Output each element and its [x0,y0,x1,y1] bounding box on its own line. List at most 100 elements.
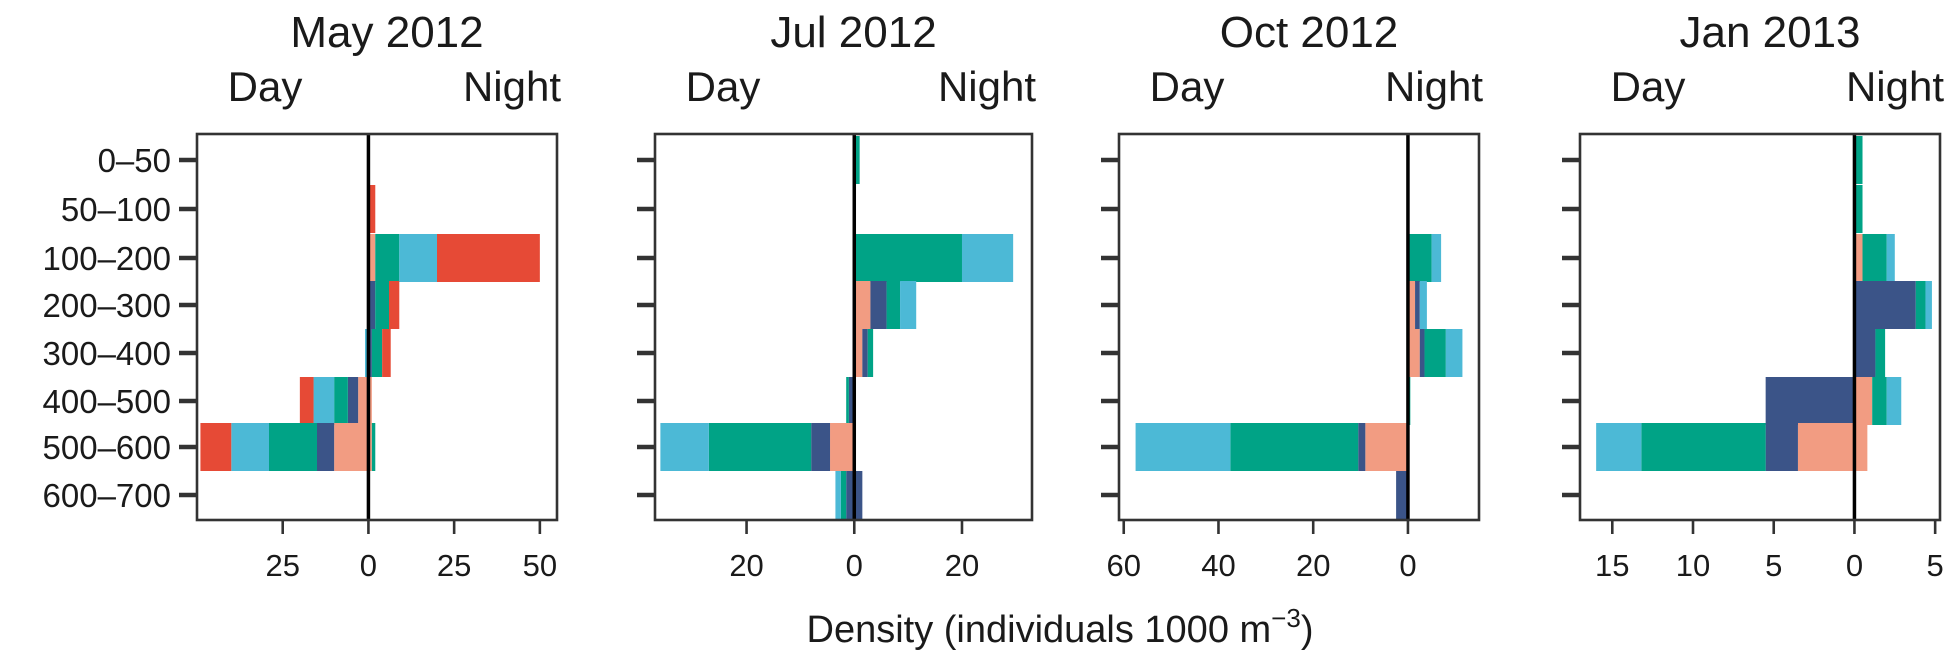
plot-frame [653,132,1034,522]
night-bar-200–300-teal [1915,281,1926,329]
night-bar-600–700-navy [854,471,863,519]
night-bar-100–200-cyan [399,234,437,282]
night-bar-100–200-salmon [1854,234,1863,282]
night-bar-50–100-red [368,185,376,233]
day-bar-500–600-red [200,423,232,471]
x-tick-label: 5 [1765,548,1782,583]
night-bar-100–200-red [437,234,540,282]
x-tick-label: 20 [729,548,763,583]
day-bar-500–600-teal [1641,423,1766,471]
day-bar-600–700-navy [1396,471,1408,519]
night-bar-0–50-teal [854,136,860,184]
night-bar-200–300-navy [368,281,376,329]
depth-label: 0–50 [98,142,171,179]
day-bar-400–500-teal [334,377,348,425]
day-label: Day [228,63,303,110]
night-bar-100–200-teal [854,234,962,282]
x-tick-label: 0 [1399,548,1416,583]
depth-label: 600–700 [43,477,171,514]
night-bar-100–200-teal [1862,234,1887,282]
night-bar-500–600-teal [371,423,376,471]
day-bar-500–600-salmon [1797,423,1855,471]
night-bar-400–500-salmon [1854,377,1873,425]
x-axis-label-close: ) [1301,609,1314,651]
night-bar-300–400-teal [371,329,383,377]
x-axis-label: Density (individuals 1000 m−3) [807,603,1314,651]
night-bar-300–400-teal [1875,329,1886,377]
day-bar-500–600-salmon [830,423,855,471]
day-bar-500–600-salmon [1365,423,1408,471]
day-bar-400–500-navy [1765,377,1855,425]
day-bar-400–500-red [299,377,314,425]
plot-frame [195,132,559,522]
night-bar-100–200-teal [375,234,400,282]
night-bar-100–200-teal [1407,234,1432,282]
night-bar-500–600-salmon [1854,423,1868,471]
day-bar-400–500-navy [347,377,359,425]
night-bar-300–400-teal [867,329,874,377]
plot-frame [1117,132,1481,522]
x-tick-label: 60 [1106,548,1140,583]
x-tick-label: 15 [1595,548,1629,583]
night-bar-200–300-red [389,281,400,329]
day-bar-600–700-navy [846,471,855,519]
night-bar-50–100-teal [1854,185,1863,233]
day-bar-400–500-navy [848,377,855,425]
night-bar-100–200-cyan [1431,234,1442,282]
day-bar-600–700-teal [840,471,847,519]
night-bar-200–300-navy [870,281,887,329]
night-bar-400–500-teal [1872,377,1887,425]
night-bar-300–400-navy [862,329,868,377]
panel-title: Jan 2013 [1679,8,1860,57]
panel-title: May 2012 [290,8,483,57]
panel-2: Oct 2012 Day Night 60 40 20 0 [1101,8,1483,583]
night-bar-300–400-salmon [1407,329,1420,377]
day-bar-500–600-cyan [1596,423,1642,471]
day-bar-600–700-cyan [835,471,841,519]
day-bar-500–600-teal [1230,423,1359,471]
night-bar-100–200-cyan [1886,234,1895,282]
x-tick-label: 50 [523,548,557,583]
day-bar-500–600-salmon [334,423,369,471]
day-bar-400–500-salmon [358,377,369,425]
day-bar-500–600-cyan [660,423,709,471]
night-bar-300–400-navy [1419,329,1425,377]
night-bar-100–200-salmon [368,234,376,282]
panel-0: May 2012 Day Night 0–50 50–100 100–200 200–300… [43,8,562,583]
depth-label: 400–500 [43,383,171,420]
night-bar-400–500-cyan [1886,377,1902,425]
day-bar-500–600-navy [811,423,831,471]
depth-label: 500–600 [43,429,171,466]
day-bar-500–600-teal [269,423,317,471]
depth-label: 100–200 [43,240,171,277]
panels: May 2012 Day Night 0–50 50–100 100–200 200–300… [43,8,1944,583]
day-bar-400–500-cyan [313,377,335,425]
x-tick-label: 20 [945,548,979,583]
x-tick-label: 0 [846,548,863,583]
night-bar-300–400-red [382,329,391,377]
depth-label: 200–300 [43,287,171,324]
night-bar-300–400-teal [1424,329,1446,377]
night-bar-300–400-salmon [854,329,863,377]
x-tick-label: 5 [1927,548,1944,583]
day-label: Day [1150,63,1225,110]
night-label: Night [1385,63,1483,110]
panel-title: Jul 2012 [770,8,936,57]
night-bar-300–400-navy [1854,329,1876,377]
day-label: Day [686,63,761,110]
night-bar-300–400-cyan [1445,329,1463,377]
panel-3: Jan 2013 Day Night 15 10 5 0 5 [1562,8,1944,583]
x-tick-label: 10 [1676,548,1710,583]
night-bar-200–300-teal [886,281,901,329]
night-bar-200–300-cyan [1419,281,1427,329]
panel-title: Oct 2012 [1220,8,1399,57]
night-bar-200–300-cyan [1925,281,1932,329]
x-axis-label-exponent: −3 [1271,603,1301,633]
night-bar-200–300-navy [1854,281,1916,329]
day-label: Day [1611,63,1686,110]
depth-label: 300–400 [43,335,171,372]
day-bar-500–600-cyan [1135,423,1231,471]
day-bar-500–600-navy [1765,423,1798,471]
